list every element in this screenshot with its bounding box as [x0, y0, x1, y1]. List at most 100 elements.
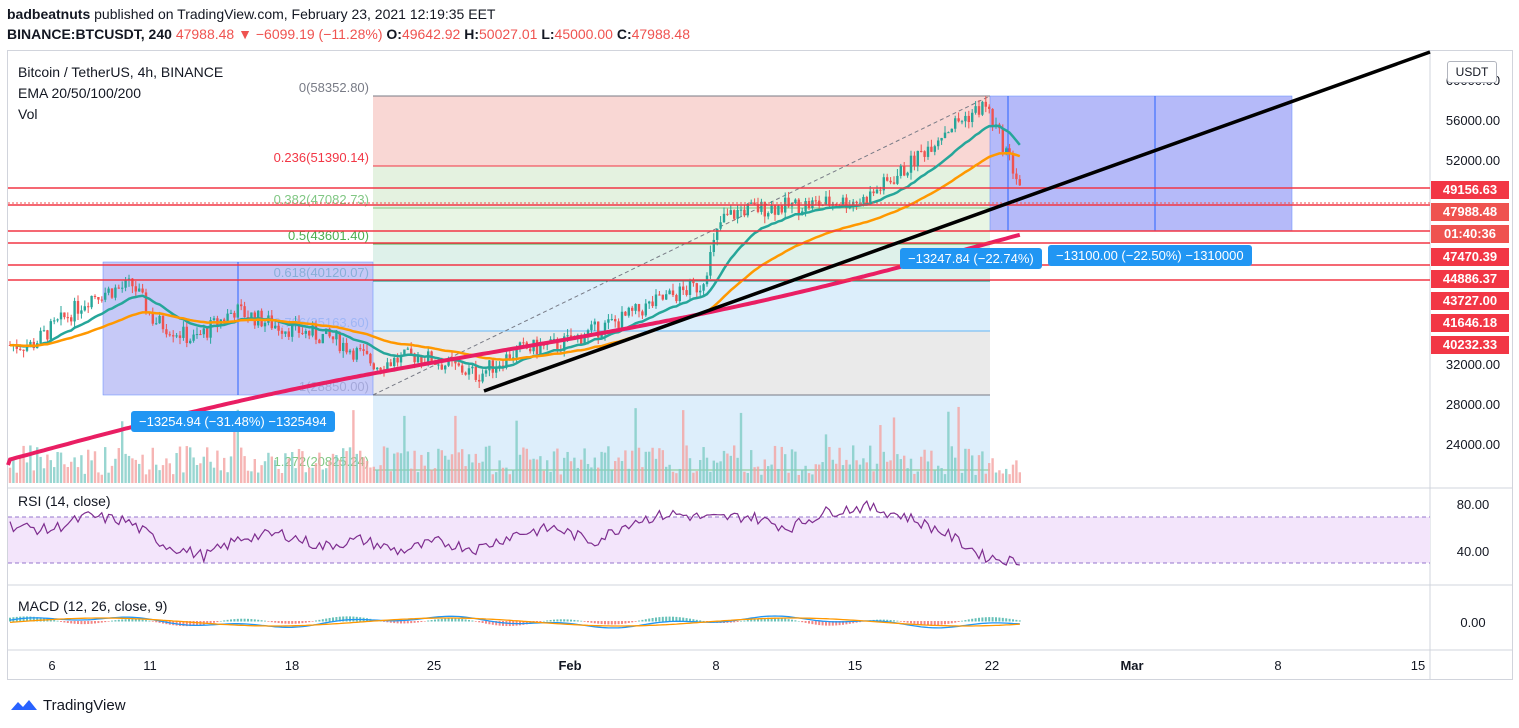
author-name[interactable]: badbeatnuts [7, 6, 91, 22]
ema-legend[interactable]: EMA 20/50/100/200 [18, 85, 141, 101]
macd-histogram-bar [121, 619, 124, 622]
candle-body [787, 197, 790, 207]
candle-body [600, 334, 603, 338]
macd-legend[interactable]: MACD (12, 26, close, 9) [18, 598, 168, 614]
candle-body [665, 294, 668, 300]
y-axis-tick-label: 52000.00 [1446, 153, 1500, 168]
candle-body [682, 286, 685, 291]
macd-histogram-bar [971, 618, 974, 622]
currency-button[interactable]: USDT [1447, 61, 1497, 83]
pane-axis-tick-label: 80.00 [1457, 497, 1490, 512]
volume-bar [29, 445, 32, 483]
volume-bar [552, 451, 556, 483]
candle-body [522, 342, 525, 344]
macd-histogram-bar [831, 621, 834, 626]
volume-bar [355, 453, 358, 483]
fib-level-label: 1.272(20825.24) [274, 454, 369, 469]
macd-histogram-bar [427, 620, 430, 622]
volume-bar [240, 447, 243, 483]
candle-body [389, 362, 392, 367]
volume-bar [756, 466, 760, 483]
candle-body [899, 165, 902, 176]
volume-bar [8, 467, 12, 483]
macd-histogram-bar [464, 619, 467, 622]
macd-histogram-bar [590, 621, 593, 623]
candle-body [886, 177, 889, 181]
volume-bar [481, 461, 484, 483]
candle-body [872, 191, 875, 194]
macd-histogram-bar [240, 618, 243, 622]
macd-histogram-bar [689, 618, 691, 622]
candle-body [937, 140, 940, 147]
macd-histogram-bar [396, 621, 399, 624]
volume-bar [233, 414, 236, 483]
candle-body [518, 342, 522, 348]
volume-bar [607, 446, 610, 483]
volume-bar [280, 472, 284, 483]
candle-body [53, 320, 56, 322]
volume-bar [586, 463, 590, 483]
volume-bar [328, 460, 331, 483]
macd-histogram-bar [481, 621, 484, 623]
candle-body [416, 355, 420, 363]
macd-histogram-bar [386, 621, 389, 623]
macd-histogram-bar [984, 617, 987, 622]
fib-zone [373, 208, 990, 244]
candle-body [750, 202, 753, 204]
candle-body [484, 370, 488, 374]
volume-bar [760, 474, 763, 483]
candle-body [338, 332, 341, 352]
candle-body [274, 325, 277, 329]
volume-bar [603, 452, 607, 483]
volume-bar [87, 449, 90, 483]
candle-body [325, 328, 328, 334]
volume-bar [386, 447, 389, 483]
macd-histogram-bar [461, 619, 464, 622]
volume-bar [212, 467, 216, 483]
macd-histogram-bar [158, 621, 161, 623]
macd-histogram-bar [56, 620, 59, 622]
candle-body [903, 165, 906, 176]
low-value: 45000.00 [554, 26, 613, 42]
volume-bar [478, 462, 481, 483]
macd-histogram-bar [542, 620, 545, 622]
macd-histogram-bar [77, 621, 79, 625]
macd-histogram-bar [583, 621, 586, 622]
volume-bar [746, 473, 749, 483]
chart-title: Bitcoin / TetherUS, 4h, BINANCE [18, 64, 224, 80]
volume-bar [716, 462, 719, 483]
volume-bar [750, 450, 753, 483]
candle-body [603, 322, 607, 335]
symbol-ohlc-bar: BINANCE:BTCUSDT, 240 47988.48 ▼ −6099.19… [7, 26, 690, 42]
volume-bar [631, 450, 634, 483]
volume-bar [991, 458, 994, 483]
volume-bar [104, 447, 107, 483]
macd-histogram-bar [634, 621, 637, 622]
volume-bar [505, 467, 508, 483]
macd-histogram-bar [413, 621, 416, 623]
candle-body [209, 320, 212, 338]
candle-body [1001, 128, 1004, 153]
volume-bar [882, 451, 885, 483]
macd-histogram-bar [587, 621, 589, 623]
volume-bar [260, 465, 263, 483]
candle-body [692, 281, 695, 284]
macd-histogram-bar [1001, 617, 1004, 622]
vol-legend[interactable]: Vol [18, 106, 38, 122]
macd-histogram-bar [60, 621, 62, 622]
candle-body [22, 349, 25, 351]
volume-bar [644, 451, 647, 483]
low-label: L: [541, 26, 555, 42]
candle-body [716, 228, 719, 240]
rsi-legend[interactable]: RSI (14, close) [18, 493, 111, 509]
macd-histogram-bar [179, 621, 181, 626]
volume-bar [1001, 473, 1004, 483]
candle-body [107, 288, 110, 293]
macd-histogram-bar [940, 621, 943, 625]
macd-histogram-bar [233, 619, 236, 622]
candle-body [671, 290, 675, 296]
candle-body [83, 306, 86, 311]
tradingview-logo[interactable]: TradingView [9, 696, 126, 714]
macd-histogram-bar [250, 619, 253, 622]
